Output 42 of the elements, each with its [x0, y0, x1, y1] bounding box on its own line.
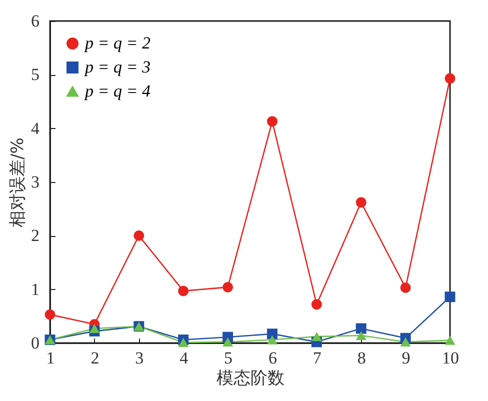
point	[311, 332, 322, 342]
point	[266, 335, 278, 344]
x-axis-title: 模态阶数	[216, 368, 284, 388]
point	[444, 73, 456, 84]
point	[400, 337, 411, 346]
legend-label: p = q = 2	[84, 34, 151, 52]
y-tick-label: 5	[31, 65, 40, 84]
point	[266, 116, 278, 127]
y-tick-label: 1	[31, 280, 40, 299]
point	[89, 324, 100, 334]
x-tick-label: 9	[402, 348, 410, 368]
point	[400, 282, 411, 293]
x-tick-label: 7	[312, 348, 322, 368]
y-tick-label: 3	[31, 172, 40, 192]
x-tick-label: 8	[357, 348, 366, 368]
x-tick-label: 4	[180, 348, 189, 368]
point	[222, 337, 234, 346]
x-tick-label: 5	[224, 348, 233, 368]
legend-label: p = q = 4	[84, 82, 151, 100]
x-tick-label: 2	[90, 348, 100, 368]
point	[266, 328, 278, 340]
y-tick-label: 0	[31, 334, 40, 352]
point	[356, 197, 366, 208]
point	[178, 338, 189, 348]
point	[178, 286, 189, 296]
x-tick-label: 10	[442, 348, 459, 368]
x-tick-label: 6	[268, 348, 277, 368]
point	[222, 282, 234, 292]
point	[311, 299, 322, 310]
point	[444, 336, 456, 345]
x-tick-label: 3	[135, 348, 144, 368]
y-tick-label: 6	[31, 12, 40, 30]
point	[356, 323, 366, 334]
y-axis-title: 相对误差/%	[8, 138, 28, 228]
point	[444, 292, 456, 302]
point	[44, 309, 56, 320]
point	[356, 330, 366, 340]
y-tick-label: 2	[31, 226, 40, 246]
y-tick-label: 4	[31, 118, 40, 138]
legend-label: p = q = 3	[84, 58, 150, 76]
point	[134, 230, 144, 241]
x-tick-label: 1	[46, 348, 55, 368]
